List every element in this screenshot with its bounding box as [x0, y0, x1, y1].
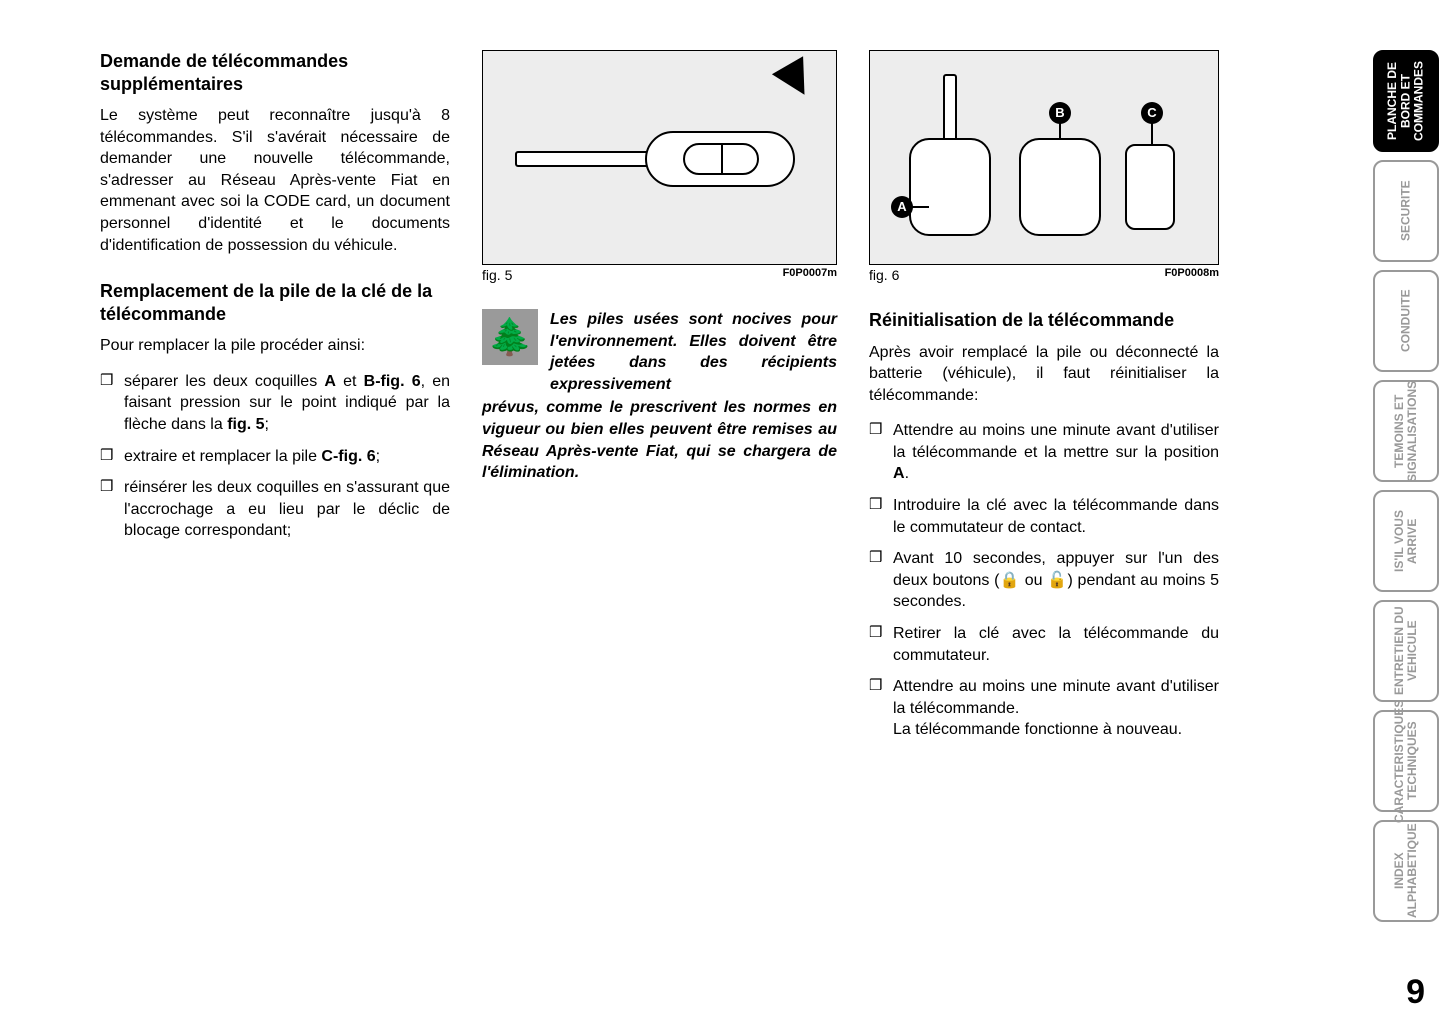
- label-c: C: [1141, 102, 1163, 124]
- fig6-label: fig. 6: [869, 267, 899, 283]
- column-2: fig. 5 F0P0007m 🌲 Les piles usées sont n…: [482, 50, 837, 1006]
- list-item: réinsérer les deux coquilles en s'assura…: [100, 477, 450, 542]
- figure-6: A B C: [869, 50, 1219, 265]
- warning-block: 🌲 Les piles usées sont nocives pour l'en…: [482, 309, 837, 395]
- column-1: Demande de télécommandes supplémentaires…: [100, 50, 450, 1006]
- tab-caracteristiques[interactable]: CARACTERISTIQUES TECHNIQUES: [1373, 710, 1439, 812]
- tab-planche-de-bord[interactable]: PLANCHE DE BORD ET COMMANDES: [1373, 50, 1439, 152]
- heading-demande: Demande de télécommandes supplémentaires: [100, 50, 450, 95]
- section-remplacement: Remplacement de la pile de la clé de la …: [100, 280, 450, 542]
- fig5-label: fig. 5: [482, 267, 512, 283]
- heading-remplacement: Remplacement de la pile de la clé de la …: [100, 280, 450, 325]
- warning-text-continuation: prévus, comme le prescrivent les normes …: [482, 397, 837, 483]
- list-item: séparer les deux coquilles A et B-fig. 6…: [100, 371, 450, 436]
- tab-isil-vous-arrive[interactable]: IS'IL VOUS ARRIVE: [1373, 490, 1439, 592]
- body-demande: Le système peut reconnaître jusqu'à 8 té…: [100, 105, 450, 256]
- tab-securite[interactable]: SECURITE: [1373, 160, 1439, 262]
- section-reinit: Réinitialisation de la télécommande Aprè…: [869, 309, 1219, 741]
- list-remplacement: séparer les deux coquilles A et B-fig. 6…: [100, 371, 450, 542]
- warning-text-start: Les piles usées sont nocives pour l'envi…: [550, 309, 837, 395]
- column-3: A B C fig. 6 F0P0008m Réinitialisation d…: [869, 50, 1219, 1006]
- tab-index[interactable]: INDEX ALPHABETIQUE: [1373, 820, 1439, 922]
- intro-remplacement: Pour remplacer la pile procéder ainsi:: [100, 335, 450, 357]
- list-item: Attendre au moins une minute avant d'uti…: [869, 676, 1219, 741]
- list-item: Avant 10 secondes, appuyer sur l'un des …: [869, 548, 1219, 613]
- tab-entretien[interactable]: ENTRETIEN DU VEHICULE: [1373, 600, 1439, 702]
- fig5-code: F0P0007m: [783, 267, 837, 283]
- list-item: extraire et remplacer la pile C-fig. 6;: [100, 446, 450, 468]
- page-container: Demande de télécommandes supplémentaires…: [0, 0, 1445, 1026]
- figure-5-caption: fig. 5 F0P0007m: [482, 267, 837, 283]
- list-item: Introduire la clé avec la télécommande d…: [869, 495, 1219, 538]
- figure-5: [482, 50, 837, 265]
- label-b: B: [1049, 102, 1071, 124]
- section-demande: Demande de télécommandes supplémentaires…: [100, 50, 450, 256]
- fig6-code: F0P0008m: [1165, 267, 1219, 283]
- side-tabs: PLANCHE DE BORD ET COMMANDES SECURITE CO…: [1373, 0, 1445, 1026]
- heading-reinit: Réinitialisation de la télécommande: [869, 309, 1219, 332]
- page-number: 9: [1406, 973, 1425, 1012]
- content-area: Demande de télécommandes supplémentaires…: [0, 0, 1373, 1026]
- key-illustration-fig6: A B C: [889, 68, 1199, 248]
- figure-6-caption: fig. 6 F0P0008m: [869, 267, 1219, 283]
- label-a: A: [891, 196, 913, 218]
- key-illustration-fig5: [515, 113, 805, 203]
- tab-temoins[interactable]: TEMOINS ET SIGNALISATIONS: [1373, 380, 1439, 482]
- list-reinit: Attendre au moins une minute avant d'uti…: [869, 420, 1219, 741]
- list-item: Retirer la clé avec la télécommande du c…: [869, 623, 1219, 666]
- intro-reinit: Après avoir remplacé la pile ou déconnec…: [869, 342, 1219, 407]
- tab-conduite[interactable]: CONDUITE: [1373, 270, 1439, 372]
- tree-warning-icon: 🌲: [482, 309, 538, 365]
- list-item: Attendre au moins une minute avant d'uti…: [869, 420, 1219, 485]
- arrow-icon: [772, 56, 820, 103]
